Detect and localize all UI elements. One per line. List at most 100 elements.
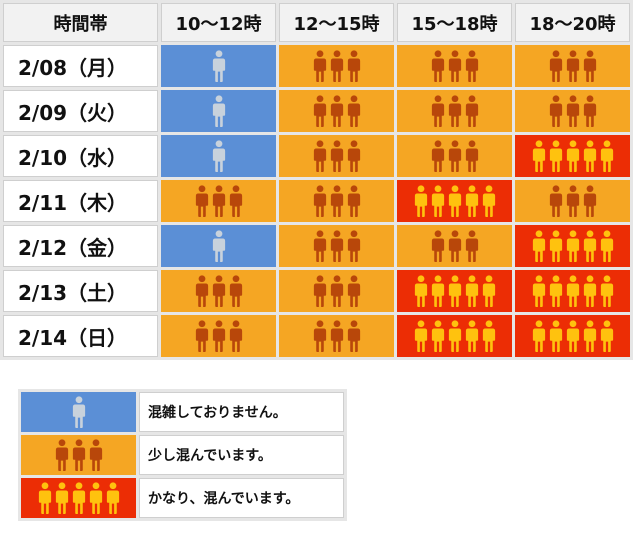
person-icon — [448, 320, 461, 352]
person-icon — [313, 140, 326, 172]
person-icon — [347, 230, 360, 262]
three-people-icon — [397, 140, 512, 172]
congestion-cell — [161, 270, 276, 312]
congestion-cell — [397, 45, 512, 87]
person-icon — [195, 185, 208, 217]
person-icon — [482, 320, 495, 352]
person-icon — [330, 50, 343, 82]
five-people-icon — [515, 275, 630, 307]
person-icon — [212, 185, 225, 217]
legend-swatch — [21, 478, 136, 518]
person-icon — [72, 482, 85, 514]
person-icon — [566, 185, 579, 217]
slot-header-10-12: 10～12時 — [161, 3, 276, 42]
single-person-icon — [161, 95, 276, 127]
person-icon — [583, 185, 596, 217]
person-icon — [532, 320, 545, 352]
person-icon — [549, 50, 562, 82]
congestion-cell — [161, 315, 276, 357]
three-people-icon — [515, 185, 630, 217]
slot-header-12-15: 12～15時 — [279, 3, 394, 42]
person-icon — [566, 320, 579, 352]
person-icon — [431, 50, 444, 82]
person-icon — [313, 230, 326, 262]
congestion-cell — [515, 90, 630, 132]
person-icon — [532, 275, 545, 307]
person-icon — [465, 50, 478, 82]
single-person-icon — [161, 140, 276, 172]
person-icon — [212, 140, 225, 172]
congestion-cell — [515, 315, 630, 357]
three-people-icon — [21, 439, 136, 471]
person-icon — [431, 275, 444, 307]
person-icon — [347, 140, 360, 172]
person-icon — [448, 230, 461, 262]
person-icon — [89, 439, 102, 471]
person-icon — [465, 320, 478, 352]
person-icon — [583, 275, 596, 307]
person-icon — [55, 439, 68, 471]
person-icon — [330, 230, 343, 262]
five-people-icon — [515, 230, 630, 262]
congestion-table: 時間帯 10～12時 12～15時 15～18時 18～20時 2/08（月） 2… — [0, 0, 633, 360]
person-icon — [448, 275, 461, 307]
date-label: 2/12（金） — [3, 225, 158, 267]
person-icon — [229, 185, 242, 217]
three-people-icon — [397, 50, 512, 82]
person-icon — [482, 275, 495, 307]
table-row: 2/08（月） — [3, 45, 630, 87]
person-icon — [212, 95, 225, 127]
legend-swatch — [21, 392, 136, 432]
legend-swatch — [21, 435, 136, 475]
congestion-cell — [161, 90, 276, 132]
congestion-cell — [515, 270, 630, 312]
congestion-cell — [279, 135, 394, 177]
person-icon — [600, 230, 613, 262]
person-icon — [448, 95, 461, 127]
person-icon — [549, 140, 562, 172]
table-row: 2/09（火） — [3, 90, 630, 132]
congestion-cell — [161, 180, 276, 222]
person-icon — [195, 275, 208, 307]
person-icon — [313, 50, 326, 82]
person-icon — [347, 50, 360, 82]
person-icon — [532, 140, 545, 172]
congestion-cell — [515, 45, 630, 87]
person-icon — [313, 95, 326, 127]
three-people-icon — [397, 95, 512, 127]
congestion-cell — [161, 225, 276, 267]
five-people-icon — [21, 482, 136, 514]
person-icon — [72, 396, 85, 428]
person-icon — [212, 50, 225, 82]
person-icon — [431, 230, 444, 262]
slot-header-15-18: 15～18時 — [397, 3, 512, 42]
person-icon — [414, 275, 427, 307]
congestion-cell — [279, 315, 394, 357]
congestion-cell — [397, 270, 512, 312]
person-icon — [212, 230, 225, 262]
person-icon — [229, 275, 242, 307]
date-label: 2/14（日） — [3, 315, 158, 357]
three-people-icon — [161, 320, 276, 352]
person-icon — [465, 185, 478, 217]
congestion-cell — [161, 45, 276, 87]
header-row: 時間帯 10～12時 12～15時 15～18時 18～20時 — [3, 3, 630, 42]
three-people-icon — [279, 140, 394, 172]
three-people-icon — [279, 95, 394, 127]
date-label: 2/08（月） — [3, 45, 158, 87]
congestion-cell — [279, 180, 394, 222]
congestion-cell — [397, 315, 512, 357]
slot-header-18-20: 18～20時 — [515, 3, 630, 42]
person-icon — [566, 50, 579, 82]
three-people-icon — [515, 50, 630, 82]
congestion-cell — [397, 180, 512, 222]
congestion-cell — [515, 135, 630, 177]
person-icon — [330, 320, 343, 352]
single-person-icon — [161, 230, 276, 262]
person-icon — [72, 439, 85, 471]
congestion-cell — [397, 225, 512, 267]
person-icon — [465, 140, 478, 172]
person-icon — [414, 320, 427, 352]
person-icon — [583, 50, 596, 82]
person-icon — [448, 185, 461, 217]
